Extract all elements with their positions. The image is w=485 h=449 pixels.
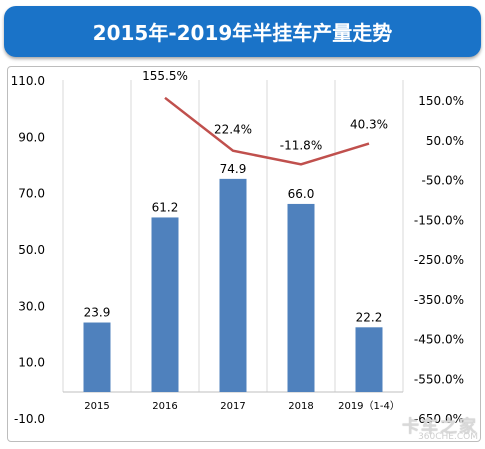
y-right-tick-label: 150.0% bbox=[418, 94, 464, 108]
y-left-tick-label: 30.0 bbox=[18, 299, 45, 313]
bar bbox=[83, 322, 111, 392]
line-data-label: 40.3% bbox=[350, 118, 388, 132]
y-left-tick-label: 50.0 bbox=[18, 243, 45, 257]
x-tick-label: 2018 bbox=[288, 401, 313, 412]
x-tick-label: 2017 bbox=[220, 401, 245, 412]
y-left-tick-label: -10.0 bbox=[14, 412, 45, 426]
chart-title: 2015年-2019年半挂车产量走势 bbox=[92, 21, 393, 45]
growth-line bbox=[164, 96, 370, 166]
line-data-label: -11.8% bbox=[280, 138, 322, 152]
x-tick-label: 2019（1-4） bbox=[338, 400, 400, 412]
bar-data-label: 66.0 bbox=[288, 187, 315, 201]
y-right-tick-label: 50.0% bbox=[426, 134, 464, 148]
y-right-tick-label: -350.0% bbox=[414, 293, 464, 307]
watermark-subtext: 360CHE.COM bbox=[418, 432, 478, 442]
x-tick-label: 2016 bbox=[152, 401, 177, 412]
line-data-label: 22.4% bbox=[214, 123, 252, 137]
y-right-tick-label: -150.0% bbox=[414, 213, 464, 227]
bar bbox=[151, 217, 179, 392]
y-left-tick-label: 90.0 bbox=[18, 130, 45, 144]
bar bbox=[355, 327, 383, 392]
y-right-tick-label: -650.0% bbox=[414, 412, 464, 426]
bar-data-label: 23.9 bbox=[84, 306, 111, 320]
y-left-tick-label: 10.0 bbox=[18, 356, 45, 370]
bar-data-label: 22.2 bbox=[356, 310, 383, 324]
bar bbox=[287, 203, 315, 392]
y-right-tick-label: -550.0% bbox=[414, 372, 464, 386]
x-tick-label: 2015 bbox=[84, 401, 109, 412]
y-right-tick-label: -250.0% bbox=[414, 253, 464, 267]
bar bbox=[219, 178, 247, 392]
y-right-tick-label: -450.0% bbox=[414, 333, 464, 347]
watermark-logo: 卡车之家 360CHE.COM bbox=[394, 412, 482, 446]
watermark-text: 卡车之家 bbox=[402, 417, 478, 437]
bar-data-label: 74.9 bbox=[220, 162, 247, 176]
chart-title-bar: 2015年-2019年半挂车产量走势 bbox=[4, 6, 481, 57]
y-left-tick-label: 70.0 bbox=[18, 187, 45, 201]
line-data-label: 155.5% bbox=[142, 69, 188, 83]
y-right-tick-label: -50.0% bbox=[422, 174, 464, 188]
bar-data-label: 61.2 bbox=[152, 200, 179, 214]
y-left-tick-label: 110.0 bbox=[11, 74, 45, 88]
